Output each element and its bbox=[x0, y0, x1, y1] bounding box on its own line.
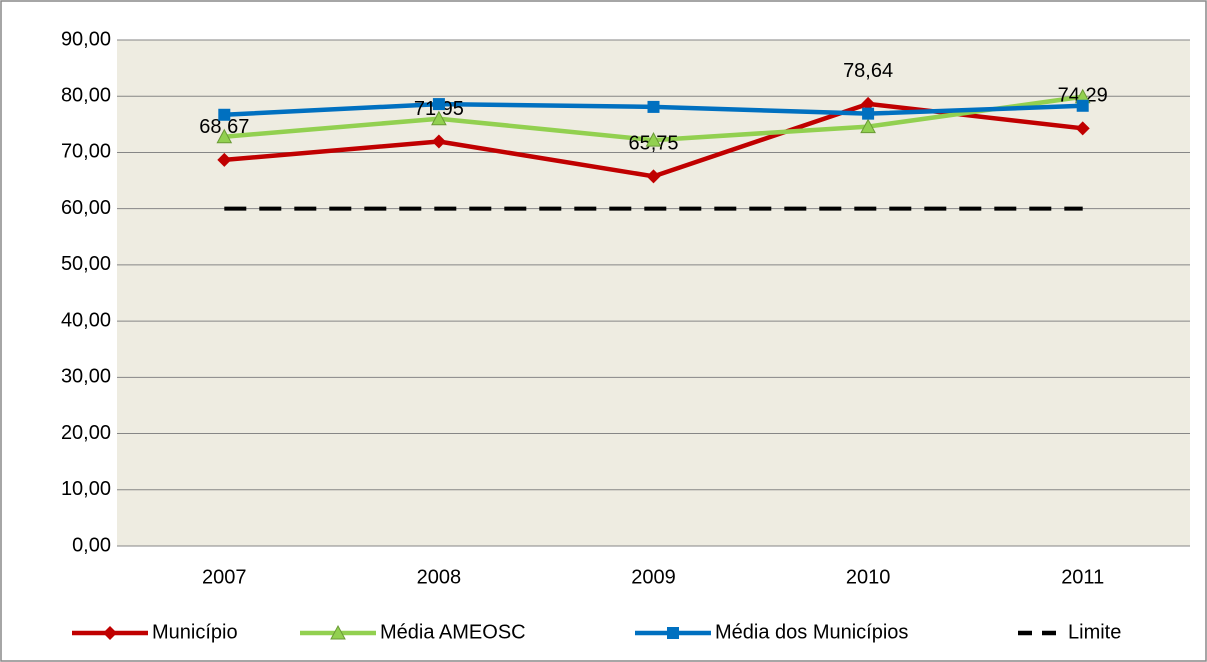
y-tick-label: 0,00 bbox=[72, 534, 111, 556]
data-label: 78,64 bbox=[843, 60, 893, 82]
x-tick-label: 2009 bbox=[631, 566, 676, 588]
data-point bbox=[862, 107, 875, 120]
legend-label: Média AMEOSC bbox=[380, 621, 526, 643]
data-point bbox=[1076, 99, 1089, 112]
legend-marker bbox=[330, 624, 346, 640]
data-point bbox=[860, 118, 876, 134]
y-tick-label: 50,00 bbox=[61, 253, 111, 275]
x-tick-label: 2008 bbox=[417, 566, 462, 588]
y-tick-label: 70,00 bbox=[61, 141, 111, 163]
x-tick-label: 2007 bbox=[202, 566, 247, 588]
data-point bbox=[646, 169, 661, 184]
y-tick-label: 90,00 bbox=[61, 28, 111, 50]
y-tick-label: 80,00 bbox=[61, 85, 111, 107]
data-point bbox=[432, 98, 445, 111]
data-point bbox=[1075, 121, 1090, 136]
legend-label: Limite bbox=[1068, 621, 1121, 643]
data-point bbox=[431, 134, 446, 149]
plot-area bbox=[117, 40, 1190, 546]
y-tick-label: 40,00 bbox=[61, 309, 111, 331]
data-point bbox=[645, 132, 662, 147]
legend-label: Média dos Municípios bbox=[715, 621, 908, 643]
data-point bbox=[431, 110, 447, 126]
y-tick-label: 60,00 bbox=[61, 197, 111, 219]
x-tick-label: 2010 bbox=[846, 566, 891, 588]
y-tick-label: 30,00 bbox=[61, 366, 111, 388]
legend-label: Município bbox=[152, 621, 238, 643]
data-point bbox=[218, 108, 231, 121]
legend-marker bbox=[103, 626, 117, 640]
y-tick-label: 10,00 bbox=[61, 478, 111, 500]
data-point bbox=[861, 96, 876, 111]
legend-marker bbox=[667, 627, 679, 639]
x-tick-label: 2011 bbox=[1061, 566, 1104, 588]
data-point bbox=[647, 100, 660, 113]
data-point bbox=[216, 128, 233, 144]
data-label: 68,67 bbox=[199, 116, 249, 138]
y-tick-label: 20,00 bbox=[61, 422, 111, 444]
data-point bbox=[217, 152, 232, 167]
